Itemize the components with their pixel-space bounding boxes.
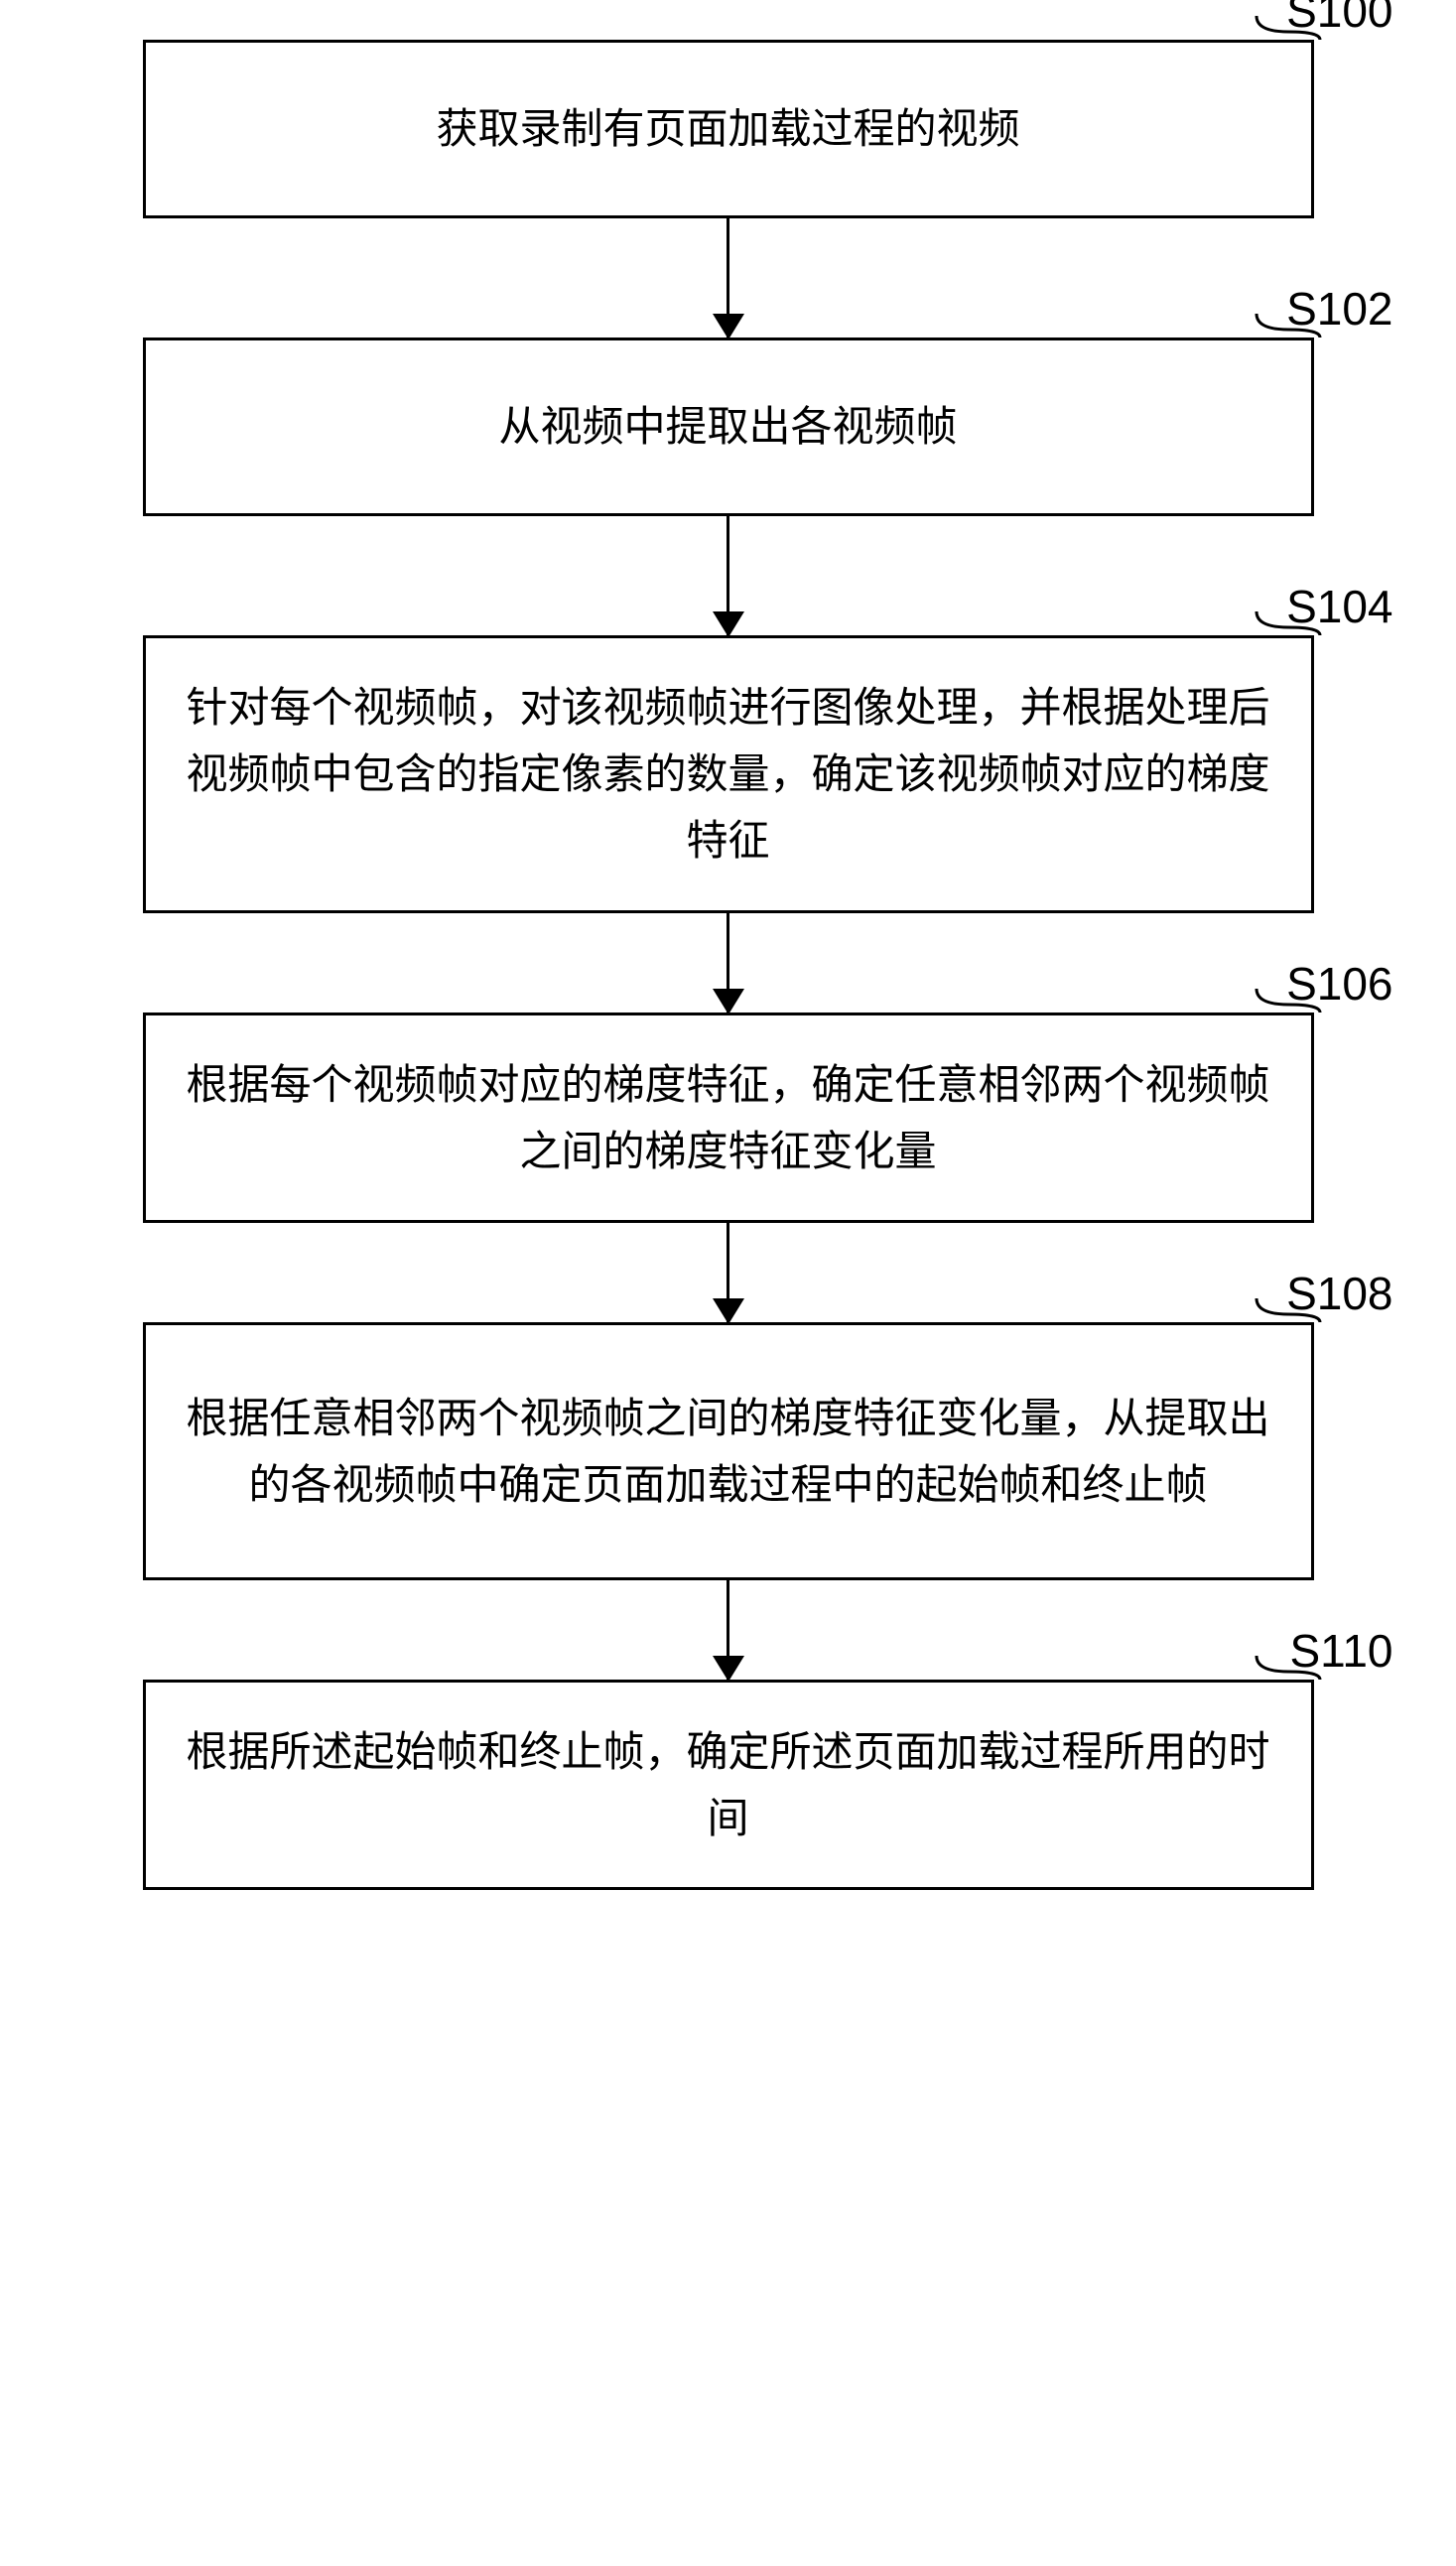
step-wrapper: S108 根据任意相邻两个视频帧之间的梯度特征变化量，从提取出的各视频帧中确定页…	[34, 1322, 1423, 1580]
label-bracket-icon	[1253, 985, 1324, 1013]
step-text: 根据所述起始帧和终止帧，确定所述页面加载过程所用的时间	[186, 1718, 1271, 1851]
step-wrapper: S102 从视频中提取出各视频帧	[34, 338, 1423, 516]
step-wrapper: S104 针对每个视频帧，对该视频帧进行图像处理，并根据处理后视频帧中包含的指定…	[34, 635, 1423, 913]
step-text: 从视频中提取出各视频帧	[498, 393, 957, 460]
step-wrapper: S100 获取录制有页面加载过程的视频	[34, 40, 1423, 218]
step-box: 从视频中提取出各视频帧	[143, 338, 1314, 516]
label-bracket-icon	[1253, 1294, 1324, 1322]
arrow-down-icon	[727, 218, 729, 338]
step-box: 获取录制有页面加载过程的视频	[143, 40, 1314, 218]
step-text: 获取录制有页面加载过程的视频	[436, 95, 1019, 162]
arrow-down-icon	[727, 913, 729, 1013]
step-text: 根据任意相邻两个视频帧之间的梯度特征变化量，从提取出的各视频帧中确定页面加载过程…	[186, 1385, 1271, 1518]
step-box: 根据任意相邻两个视频帧之间的梯度特征变化量，从提取出的各视频帧中确定页面加载过程…	[143, 1322, 1314, 1580]
arrow-down-icon	[727, 1223, 729, 1322]
step-box: 根据所述起始帧和终止帧，确定所述页面加载过程所用的时间	[143, 1680, 1314, 1890]
flowchart-container: S100 获取录制有页面加载过程的视频 S102 从视频中提取出各视频帧 S10…	[34, 40, 1423, 1890]
label-bracket-icon	[1253, 608, 1324, 635]
step-text: 针对每个视频帧，对该视频帧进行图像处理，并根据处理后视频帧中包含的指定像素的数量…	[186, 674, 1271, 875]
step-text: 根据每个视频帧对应的梯度特征，确定任意相邻两个视频帧之间的梯度特征变化量	[186, 1051, 1271, 1184]
step-wrapper: S110 根据所述起始帧和终止帧，确定所述页面加载过程所用的时间	[34, 1680, 1423, 1890]
label-bracket-icon	[1253, 1652, 1324, 1680]
step-wrapper: S106 根据每个视频帧对应的梯度特征，确定任意相邻两个视频帧之间的梯度特征变化…	[34, 1013, 1423, 1223]
arrow-down-icon	[727, 1580, 729, 1680]
step-box: 针对每个视频帧，对该视频帧进行图像处理，并根据处理后视频帧中包含的指定像素的数量…	[143, 635, 1314, 913]
step-box: 根据每个视频帧对应的梯度特征，确定任意相邻两个视频帧之间的梯度特征变化量	[143, 1013, 1314, 1223]
label-bracket-icon	[1253, 12, 1324, 40]
arrow-down-icon	[727, 516, 729, 635]
label-bracket-icon	[1253, 310, 1324, 338]
